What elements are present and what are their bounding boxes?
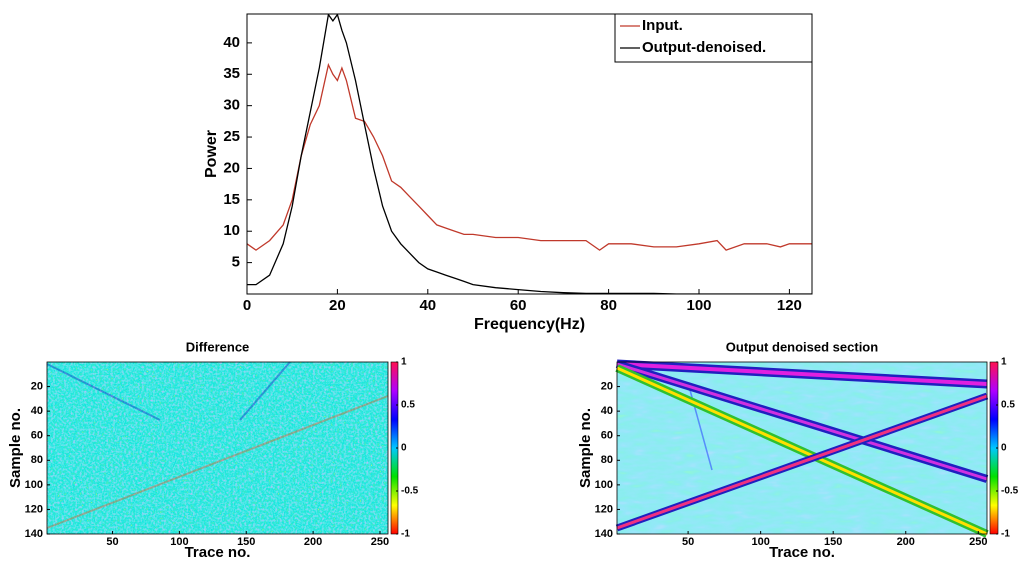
colorbar-tick-label: -0.5 [401, 486, 419, 497]
legend-label: Input. [642, 17, 683, 34]
x-tick-label: 80 [600, 297, 617, 314]
event [239, 361, 291, 421]
x-tick-label: 200 [897, 536, 915, 548]
x-tick-label: 100 [686, 297, 711, 314]
x-tick-label: 150 [237, 536, 255, 548]
y-tick-label: 40 [601, 405, 613, 417]
y-tick-label: 5 [232, 254, 240, 271]
y-tick-label: 100 [25, 479, 43, 491]
x-tick-label: 60 [510, 297, 527, 314]
y-axis-label: Sample no. [7, 408, 24, 488]
y-tick-label: 30 [223, 97, 240, 114]
x-tick-label: 40 [419, 297, 436, 314]
y-tick-label: 25 [223, 128, 240, 145]
x-tick-label: 250 [969, 536, 987, 548]
y-tick-label: 120 [595, 503, 613, 515]
difference-image [47, 362, 388, 534]
difference-events [46, 361, 389, 529]
event [616, 362, 988, 386]
event [616, 394, 988, 530]
y-tick-label: 140 [25, 528, 43, 540]
x-tick-label: 20 [329, 297, 346, 314]
event [616, 366, 988, 536]
x-tick-label: 120 [777, 297, 802, 314]
y-axis-label: Power [203, 130, 220, 178]
x-axis-label: Frequency(Hz) [474, 316, 585, 333]
y-tick-label: 40 [31, 405, 43, 417]
colorbar-tick-label: 0 [401, 443, 407, 454]
colorbar-tick-label: 1 [1001, 357, 1007, 368]
y-tick-label: 140 [595, 528, 613, 540]
chart-title: Difference [186, 339, 250, 354]
legend-label: Output-denoised. [642, 39, 766, 56]
colorbar-tick-label: -1 [401, 529, 410, 540]
y-tick-label: 80 [601, 454, 613, 466]
x-tick-label: 50 [106, 536, 118, 548]
x-axis-label: Trace no. [769, 544, 835, 561]
legend-box [614, 13, 813, 63]
y-tick-label: 120 [25, 503, 43, 515]
colorbar-tick-label: -1 [1001, 529, 1010, 540]
x-tick-label: 150 [824, 536, 842, 548]
output-events [615, 359, 989, 538]
x-tick-label: 200 [304, 536, 322, 548]
colorbar-tick-label: 0.5 [401, 400, 415, 411]
plot-frame [46, 361, 389, 535]
y-tick-label: 10 [223, 222, 240, 239]
y-tick-label: 60 [31, 430, 43, 442]
plot-lines [247, 14, 812, 294]
colorbar-tick-label: 0.5 [1001, 400, 1015, 411]
y-tick-label: 40 [223, 34, 240, 51]
x-tick-label: 0 [243, 297, 251, 314]
plot-frame [616, 361, 988, 535]
event [616, 362, 988, 481]
x-tick-label: 100 [170, 536, 188, 548]
event [46, 395, 389, 529]
plot-frame [246, 13, 813, 295]
event [46, 363, 161, 421]
colorbar-tick-label: 0 [1001, 443, 1007, 454]
x-axis-label: Trace no. [185, 544, 251, 561]
y-axis-label: Sample no. [577, 408, 594, 488]
x-tick-label: 250 [371, 536, 389, 548]
y-tick-label: 20 [31, 380, 43, 392]
series-line [247, 62, 812, 251]
y-tick-label: 15 [223, 191, 240, 208]
colorbar-tick-label: -0.5 [1001, 486, 1019, 497]
x-tick-label: 50 [682, 536, 694, 548]
x-tick-label: 100 [751, 536, 769, 548]
colorbar-tick-label: 1 [401, 357, 407, 368]
series-line [247, 14, 812, 294]
y-tick-label: 80 [31, 454, 43, 466]
y-tick-label: 100 [595, 479, 613, 491]
chart-title: Output denoised section [726, 339, 878, 354]
y-tick-label: 20 [223, 159, 240, 176]
y-tick-label: 35 [223, 65, 240, 82]
y-tick-label: 20 [601, 380, 613, 392]
y-tick-label: 60 [601, 430, 613, 442]
